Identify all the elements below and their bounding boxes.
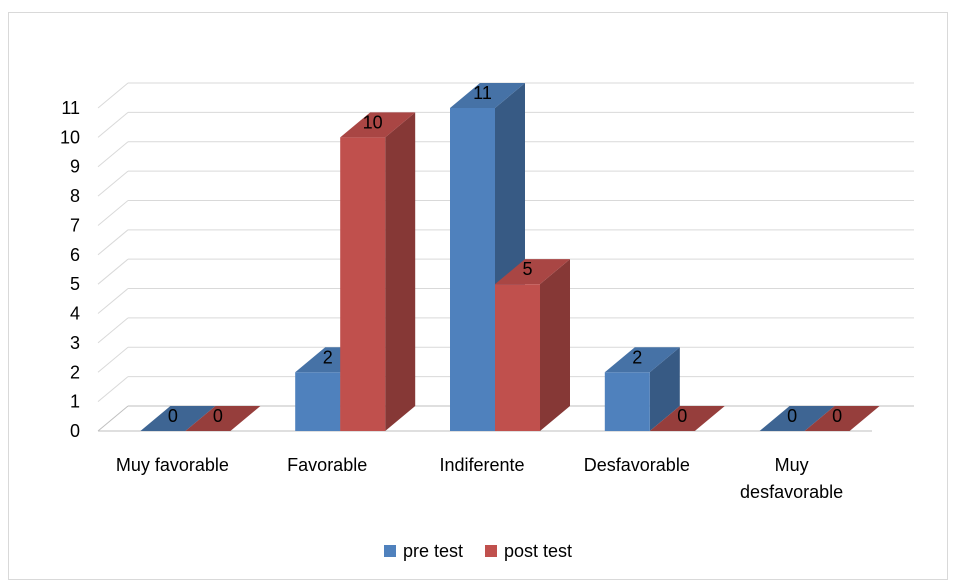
legend-swatch-pre-test — [383, 545, 396, 557]
y-tick-label: 4 — [70, 304, 80, 324]
y-tick-label: 9 — [70, 157, 80, 177]
data-label: 0 — [168, 406, 178, 426]
y-tick-label: 7 — [70, 215, 80, 235]
gridline-depth — [97, 141, 129, 168]
bar — [185, 406, 261, 431]
bar — [495, 259, 570, 431]
bar-top — [450, 83, 525, 108]
legend: pre test post test — [0, 539, 956, 563]
bar-top — [140, 406, 216, 431]
y-tick-label: 1 — [70, 392, 80, 412]
y-tick-label: 3 — [70, 333, 80, 353]
data-label: 5 — [522, 259, 532, 279]
x-category-label: Indiferente — [439, 455, 524, 475]
bar — [759, 406, 835, 431]
gridline-depth — [97, 288, 129, 314]
legend-item-post-test: post test — [484, 540, 573, 562]
y-tick-label: 10 — [60, 127, 80, 147]
bar-front — [495, 284, 540, 431]
bar-top — [604, 347, 680, 373]
bar-side — [385, 112, 416, 431]
x-category-label: Favorable — [287, 455, 367, 475]
gridline-depth — [97, 229, 129, 256]
data-label: 10 — [363, 112, 383, 132]
x-category-label: Muy favorable — [116, 455, 229, 475]
bar-top — [804, 406, 880, 431]
x-category-label: Desfavorable — [584, 455, 690, 475]
gridline-depth — [97, 405, 129, 432]
bar-top — [185, 406, 261, 431]
data-label: 11 — [473, 83, 492, 103]
data-label: 0 — [677, 406, 687, 426]
legend-label-pre-test: pre test — [402, 540, 463, 561]
bar-top — [759, 406, 835, 431]
gridline-depth — [97, 376, 129, 403]
gridline-depth — [97, 346, 129, 373]
y-tick-label: 2 — [70, 362, 80, 382]
bar-top — [495, 259, 570, 285]
x-category-label: Muy desfavorable — [740, 455, 843, 502]
y-tick-label: 8 — [70, 186, 80, 206]
gridline-depth — [97, 82, 129, 109]
y-tick-label: 6 — [70, 245, 80, 265]
y-tick-label: 11 — [61, 98, 80, 118]
bar-front — [340, 137, 386, 431]
bar-front — [295, 372, 341, 431]
gridline-depth — [97, 170, 129, 197]
y-axis-ticks: 0 1 2 3 4 5 6 7 8 9 10 11 — [60, 98, 80, 441]
bar-front — [450, 108, 495, 431]
data-label: 0 — [213, 406, 223, 426]
bar — [604, 347, 680, 431]
bar-side — [649, 347, 680, 431]
bar-top — [649, 406, 725, 431]
y-tick-label: 5 — [70, 274, 80, 294]
data-label: 0 — [832, 406, 842, 426]
x-axis-categories: Muy favorable Favorable Indiferente Desfavo… — [116, 455, 843, 502]
data-labels: 0 0 2 10 11 5 2 0 0 0 — [168, 83, 842, 426]
bar-side — [540, 259, 570, 431]
bar — [804, 406, 880, 431]
bar-front — [604, 372, 650, 431]
bar — [140, 406, 216, 431]
gridline-depth — [97, 111, 129, 138]
bar-top — [340, 112, 416, 138]
legend-swatch-post-test — [484, 545, 497, 557]
y-tick-label: 0 — [70, 421, 80, 441]
bar — [340, 112, 416, 431]
legend-label-post-test: post test — [503, 540, 573, 561]
bars — [140, 83, 880, 431]
data-label: 2 — [323, 347, 333, 367]
data-label: 2 — [632, 347, 642, 367]
gridline-depth — [97, 258, 129, 285]
bar — [649, 406, 725, 431]
legend-item-pre-test: pre test — [383, 540, 463, 562]
data-label: 0 — [787, 406, 797, 426]
gridline-depth — [97, 317, 129, 344]
gridline-depth — [97, 200, 129, 226]
